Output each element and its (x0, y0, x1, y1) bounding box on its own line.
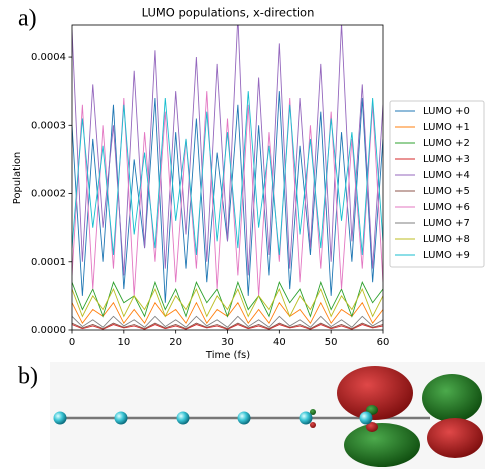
x-tick-label: 30 (221, 337, 234, 348)
legend-label: LUMO +0 (423, 106, 470, 117)
orbital-lobe (427, 418, 483, 458)
orbital-lobe (310, 409, 316, 415)
legend-label: LUMO +1 (423, 122, 470, 133)
plot-area (72, 25, 383, 330)
panel-label: b) (18, 364, 38, 390)
atom (237, 411, 251, 425)
orbital-lobe (422, 374, 482, 422)
x-axis-label: Time (fs) (205, 350, 250, 361)
x-tick-label: 40 (273, 337, 286, 348)
y-tick-label: 0.0002 (31, 189, 66, 200)
legend: LUMO +0 LUMO +1 LUMO +2 LUMO +3 LUMO +4 LUMO … (389, 100, 485, 268)
x-tick-label: 20 (169, 337, 182, 348)
y-tick-label: 0.0001 (31, 257, 66, 268)
atom (359, 411, 373, 425)
series-line (72, 322, 383, 330)
legend-label: LUMO +8 (423, 234, 470, 245)
atom (299, 411, 313, 425)
axes: 0 10 20 30 40 50 60 0.0000 0.0001 0.0002 0.0003 0.0… (31, 52, 389, 348)
y-tick-label: 0.0000 (31, 325, 66, 336)
orbital-lobe (344, 423, 420, 467)
series-line (72, 315, 383, 328)
orbital-lobe (310, 422, 316, 428)
atom (53, 411, 67, 425)
chart-title: LUMO populations, x-direction (142, 6, 315, 20)
y-axis-label: Population (12, 152, 23, 205)
x-tick-label: 60 (377, 337, 390, 348)
x-tick-label: 0 (69, 337, 75, 348)
series-line (72, 280, 383, 318)
legend-label: LUMO +9 (423, 250, 470, 261)
orbital-lobe (337, 366, 413, 420)
y-tick-label: 0.0003 (31, 120, 66, 131)
series-line (72, 91, 383, 255)
legend-label: LUMO +5 (423, 186, 470, 197)
molecule (53, 366, 483, 467)
panel-label: a) (18, 6, 37, 32)
series-line (72, 91, 383, 296)
y-tick-label: 0.0004 (31, 52, 66, 63)
atom (176, 411, 190, 425)
legend-label: LUMO +4 (423, 170, 470, 181)
series-line (72, 287, 383, 318)
x-tick-label: 50 (325, 337, 338, 348)
legend-label: LUMO +6 (423, 202, 470, 213)
atom (114, 411, 128, 425)
x-tick-label: 10 (117, 337, 130, 348)
legend-label: LUMO +7 (423, 218, 470, 229)
series-line (72, 25, 383, 276)
legend-label: LUMO +2 (423, 138, 470, 149)
legend-label: LUMO +3 (423, 154, 470, 165)
orbital-lobe (366, 422, 378, 432)
series-line (72, 324, 383, 330)
